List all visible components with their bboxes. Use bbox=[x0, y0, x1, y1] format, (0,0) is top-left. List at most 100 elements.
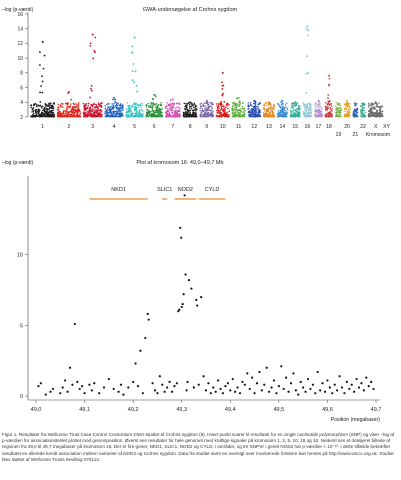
snp-point bbox=[118, 113, 120, 115]
chromosome-label: 18 bbox=[326, 124, 332, 130]
region-snp-point bbox=[241, 380, 244, 383]
snp-point bbox=[47, 108, 50, 110]
bottom-x-tick-label: 49,1 bbox=[79, 407, 90, 413]
chromosome-17-points bbox=[314, 99, 323, 118]
snp-point bbox=[329, 108, 332, 111]
snp-point bbox=[353, 102, 356, 105]
snp-point bbox=[167, 109, 169, 112]
snp-point bbox=[132, 63, 135, 65]
snp-point bbox=[109, 107, 111, 110]
snp-point bbox=[345, 108, 348, 111]
snp-point bbox=[166, 110, 169, 113]
snp-point bbox=[42, 67, 45, 70]
snp-point bbox=[184, 113, 187, 116]
snp-point bbox=[228, 110, 230, 113]
snp-point bbox=[309, 109, 312, 112]
snp-point bbox=[189, 107, 191, 109]
snp-point bbox=[59, 104, 62, 106]
snp-point bbox=[130, 106, 132, 108]
snp-point bbox=[369, 112, 371, 114]
snp-point bbox=[148, 112, 151, 115]
snp-point bbox=[316, 111, 318, 113]
region-snp-point bbox=[170, 390, 174, 393]
snp-point bbox=[145, 106, 148, 108]
snp-point bbox=[247, 111, 250, 114]
snp-point bbox=[190, 106, 192, 108]
snp-point bbox=[320, 106, 322, 108]
snp-point bbox=[224, 108, 227, 110]
snp-point bbox=[218, 112, 220, 115]
snp-point bbox=[112, 104, 115, 107]
top-y-axis-label: –log (p-værdi) bbox=[2, 7, 33, 13]
snp-point bbox=[140, 115, 143, 117]
chromosome-10-points bbox=[215, 71, 230, 118]
region-snp-point bbox=[306, 377, 310, 381]
snp-point bbox=[125, 111, 128, 113]
snp-point bbox=[292, 104, 294, 106]
snp-point bbox=[57, 115, 59, 117]
snp-point bbox=[150, 115, 152, 118]
snp-point bbox=[128, 104, 131, 107]
snp-point bbox=[327, 114, 330, 116]
snp-point bbox=[185, 111, 187, 114]
snp-point bbox=[154, 114, 157, 116]
snp-point bbox=[59, 106, 62, 108]
snp-point bbox=[191, 103, 193, 106]
snp-point bbox=[376, 113, 379, 115]
snp-point bbox=[308, 109, 310, 112]
region-snp-point bbox=[178, 308, 181, 311]
snp-point bbox=[234, 111, 237, 113]
snp-point bbox=[326, 113, 329, 115]
snp-point bbox=[35, 115, 37, 118]
snp-point bbox=[339, 112, 341, 114]
snp-point bbox=[52, 102, 55, 105]
snp-point bbox=[208, 115, 210, 118]
chromosome-label: 12 bbox=[251, 124, 257, 130]
snp-point bbox=[32, 110, 34, 113]
snp-point bbox=[100, 110, 103, 112]
region-snp-point bbox=[243, 383, 246, 386]
chromosome-label: 17 bbox=[316, 124, 322, 130]
snp-point bbox=[157, 107, 159, 109]
chromosome-5-points bbox=[125, 36, 144, 118]
snp-point bbox=[356, 108, 358, 110]
snp-point bbox=[173, 115, 175, 118]
snp-point bbox=[361, 112, 363, 114]
snp-point bbox=[331, 108, 333, 110]
region-snp-point bbox=[348, 387, 351, 391]
caption-text-1: Figur 1. Resultater fra Wellcome Trust C… bbox=[2, 432, 284, 437]
chromosome-label: 21 bbox=[352, 132, 358, 138]
snp-point bbox=[30, 104, 33, 107]
snp-point bbox=[320, 115, 323, 118]
snp-point bbox=[359, 109, 362, 111]
snp-point bbox=[39, 100, 42, 103]
region-snp-point bbox=[37, 385, 40, 388]
snp-point bbox=[224, 106, 227, 109]
chromosome-label: 5 bbox=[133, 124, 136, 130]
snp-point bbox=[377, 115, 379, 118]
snp-point bbox=[258, 101, 261, 104]
snp-point bbox=[240, 110, 242, 112]
snp-point bbox=[257, 113, 259, 116]
snp-point bbox=[115, 102, 118, 104]
snp-point bbox=[129, 107, 132, 109]
snp-point bbox=[36, 105, 38, 107]
snp-point bbox=[363, 113, 365, 116]
region-snp-point bbox=[197, 383, 200, 386]
region-snp-point bbox=[146, 312, 149, 316]
snp-point bbox=[111, 114, 114, 116]
snp-point bbox=[118, 112, 120, 114]
snp-point bbox=[317, 106, 320, 109]
snp-point bbox=[171, 115, 174, 118]
snp-point bbox=[49, 113, 51, 115]
snp-point bbox=[131, 115, 133, 117]
snp-point bbox=[370, 113, 372, 115]
snp-point bbox=[205, 110, 208, 112]
snp-point bbox=[252, 111, 255, 113]
snp-point bbox=[285, 115, 288, 117]
snp-point bbox=[372, 102, 374, 105]
region-snp-point bbox=[180, 236, 183, 239]
snp-point bbox=[58, 111, 60, 113]
snp-point bbox=[195, 114, 197, 116]
chromosome-X-points bbox=[367, 101, 384, 118]
